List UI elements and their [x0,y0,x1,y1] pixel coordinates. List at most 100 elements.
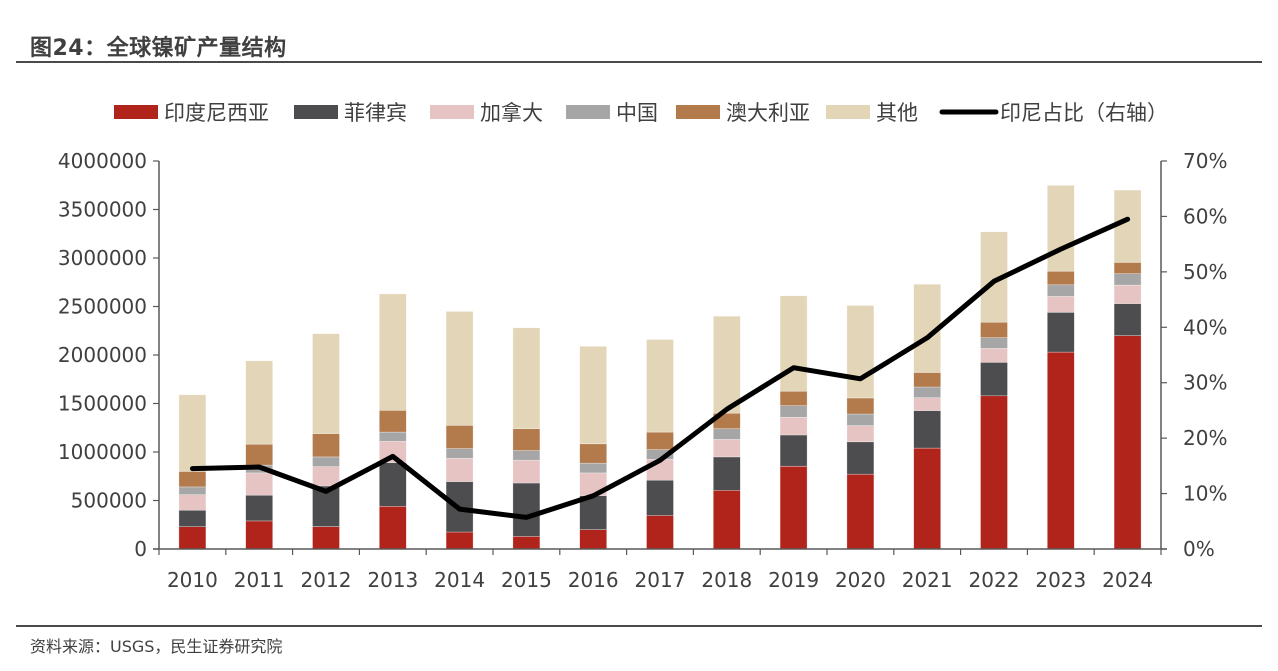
footer-rule [16,625,1262,627]
bar-segment-2011-s5 [245,360,273,445]
bar-segment-2015-s0 [512,536,541,550]
bar-segment-2023-s1 [1047,311,1075,353]
bar-segment-2023-s5 [1047,185,1075,272]
bar-segment-2016-s0 [579,529,608,550]
chart: 印度尼西亚 菲律宾 加拿大 中国 澳大利亚 其他 印尼占比（右轴） 0 500000 10000… [58,101,1228,592]
y-tick-label-right: 50% [1183,260,1227,284]
bar-segment-2013-s1 [378,462,407,507]
bar-segment-2010-s0 [178,526,207,550]
bar-segment-2017-s1 [646,479,674,516]
y-tick-label-right: 20% [1183,426,1227,450]
bar-segment-2011-s2 [245,472,273,496]
legend-label: 澳大利亚 [726,101,810,125]
bar-segment-2023-s3 [1047,284,1075,297]
x-tick-label: 2014 [434,568,485,592]
bar-segment-2017-s5 [646,339,674,433]
bar-segment-2019-s0 [779,465,808,550]
legend-swatch [566,105,610,119]
bar-segment-2015-s1 [512,482,541,537]
title-rule [16,61,1262,63]
y-tick-label-right: 70% [1183,149,1227,173]
bar-segment-2018-s3 [712,428,741,440]
bar-segment-2021-s4 [913,372,942,388]
bar-segment-2015-s3 [512,450,541,461]
y-tick-label-left: 2000000 [58,343,147,367]
bar-segment-2024-s2 [1113,284,1142,304]
x-tick-label: 2022 [969,568,1020,592]
y-tick-label-left: 4000000 [58,149,147,173]
bar-segment-2024-s4 [1113,262,1142,274]
x-tick-label: 2023 [1035,568,1086,592]
bar-segment-2016-s4 [579,443,608,464]
bar-segment-2022-s0 [980,395,1008,550]
x-tick-label: 2013 [367,568,418,592]
legend-label: 印度尼西亚 [164,101,269,125]
bar-segment-2022-s4 [980,321,1008,339]
bar-segment-2024-s3 [1113,273,1142,286]
x-tick-label: 2020 [835,568,886,592]
bar-segment-2018-s2 [712,439,741,458]
bar-segment-2021-s0 [913,447,942,550]
bar-segment-2024-s0 [1113,335,1142,550]
x-tick-label: 2015 [501,568,552,592]
figure-title: 图24：全球镍矿产量结构 [30,36,287,61]
legend-label: 菲律宾 [344,101,407,125]
y-tick-label-right: 60% [1183,204,1227,228]
y-tick-label-right: 30% [1183,371,1227,395]
bar-segment-2013-s0 [378,505,407,550]
source-note: 资料来源：USGS，民生证券研究院 [30,637,283,656]
bar-segment-2012-s3 [312,456,340,467]
legend-label: 其他 [876,101,918,125]
bar-segment-2017-s4 [646,431,674,450]
bar-segment-2022-s3 [980,337,1008,349]
y-tick-label-right: 0% [1183,537,1215,561]
bar-segment-2020-s5 [846,305,875,399]
bar-segment-2019-s3 [779,405,808,418]
legend-swatch [826,105,870,119]
bar-segment-2014-s3 [445,448,474,459]
legend-swatch [114,105,158,119]
bar-segment-2023-s2 [1047,296,1075,313]
x-tick-label: 2019 [768,568,819,592]
bar-segment-2019-s4 [779,390,808,407]
legend-label: 印尼占比（右轴） [1000,101,1168,125]
bar-segment-2021-s1 [913,410,942,449]
bar-segment-2014-s2 [445,457,474,482]
x-tick-label: 2010 [167,568,218,592]
bar-segment-2020-s0 [846,473,875,550]
bar-segment-2018-s5 [712,315,741,414]
x-tick-label: 2021 [902,568,953,592]
bar-segment-2010-s1 [178,509,207,528]
bar-segment-2021-s2 [913,397,942,411]
bar-segment-2015-s2 [512,459,541,484]
bar-segment-2020-s4 [846,397,875,415]
bar-segment-2010-s3 [178,486,207,495]
bar-segment-2010-s2 [178,494,207,511]
legend-swatch [430,105,474,119]
bar-segment-2017-s0 [646,515,674,550]
bar-segment-2015-s4 [512,428,541,451]
bar-segment-2013-s3 [378,431,407,442]
y-tick-label-left: 3500000 [58,198,147,222]
bar-segment-2013-s4 [378,409,407,433]
ratio-line [189,216,1131,520]
legend-label: 中国 [616,101,658,125]
bar-segment-2012-s5 [312,333,340,434]
bar-segment-2020-s2 [846,425,875,443]
bar-segment-2023-s4 [1047,270,1075,286]
y-tick-label-right: 40% [1183,315,1227,339]
bar-segment-2019-s5 [779,295,808,392]
x-tick-label: 2024 [1102,568,1153,592]
bar-segment-2014-s4 [445,424,474,449]
bar-segment-2012-s0 [312,526,340,550]
legend-swatch [676,105,720,119]
bar-segment-2019-s2 [779,417,808,436]
bar-segment-2012-s2 [312,466,340,487]
bar-segment-2020-s3 [846,413,875,426]
x-tick-label: 2012 [301,568,352,592]
x-tick-label: 2017 [635,568,686,592]
bar-segment-2012-s4 [312,433,340,458]
bar-segment-2019-s1 [779,434,808,467]
y-tick-label-left: 2500000 [58,295,147,319]
y-tick-label-left: 1000000 [58,440,147,464]
